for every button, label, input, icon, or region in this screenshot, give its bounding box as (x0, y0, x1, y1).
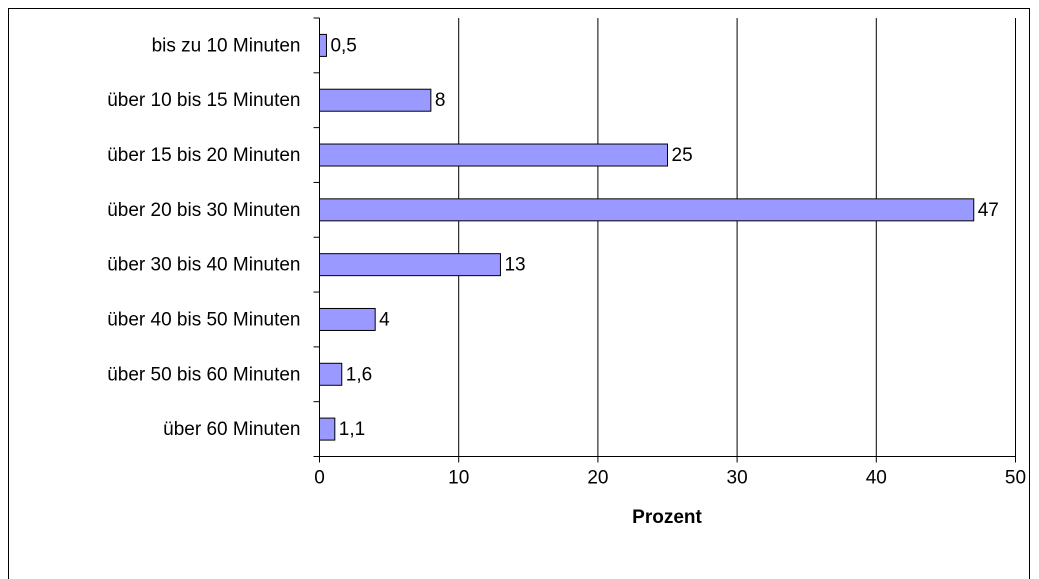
value-label: 1,1 (339, 419, 365, 440)
bar (319, 143, 668, 167)
chart-frame (8, 8, 1030, 579)
value-label: 0,5 (330, 35, 356, 56)
x-axis-label: Prozent (632, 507, 702, 528)
value-label: 25 (672, 145, 693, 166)
x-tick-label: 40 (866, 468, 887, 489)
bar (319, 88, 432, 112)
y-tick-label: über 60 Minuten (163, 419, 300, 440)
y-tick-label: über 30 bis 40 Minuten (107, 255, 300, 276)
value-label: 47 (978, 200, 999, 221)
value-label: 4 (379, 309, 390, 330)
value-label: 13 (504, 255, 525, 276)
y-tick-label: über 40 bis 50 Minuten (107, 309, 300, 330)
bar (319, 362, 343, 386)
x-tick-label: 0 (314, 468, 325, 489)
bar (319, 33, 327, 57)
x-tick-label: 10 (448, 468, 469, 489)
value-label: 1,6 (346, 364, 372, 385)
y-tick-label: bis zu 10 Minuten (152, 35, 301, 56)
x-tick-label: 30 (727, 468, 748, 489)
bar (319, 417, 336, 441)
x-tick-label: 50 (1005, 468, 1026, 489)
bar (319, 253, 501, 277)
y-tick-label: über 50 bis 60 Minuten (107, 364, 300, 385)
value-label: 8 (435, 90, 446, 111)
y-tick-label: über 10 bis 15 Minuten (107, 90, 300, 111)
bar (319, 198, 975, 222)
y-tick-label: über 15 bis 20 Minuten (107, 145, 300, 166)
bar (319, 307, 376, 331)
x-tick-label: 20 (587, 468, 608, 489)
y-tick-label: über 20 bis 30 Minuten (107, 200, 300, 221)
